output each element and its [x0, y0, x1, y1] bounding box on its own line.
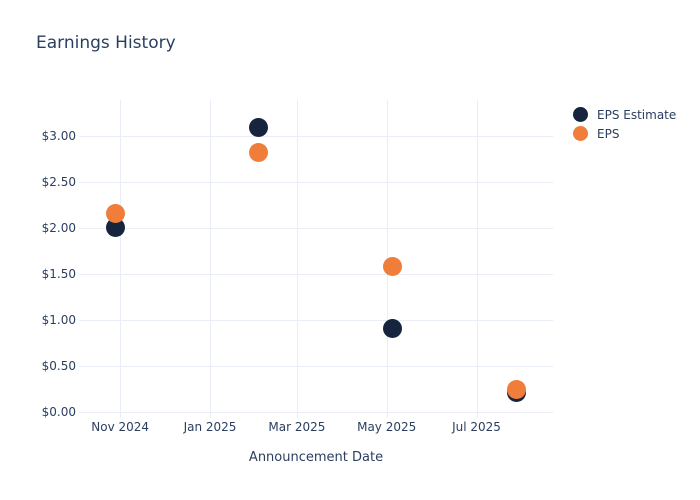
gridline-vertical	[296, 100, 298, 418]
legend: EPS Estimate EPS	[573, 105, 676, 143]
y-tick-label: $1.00	[41, 312, 76, 327]
x-tick-label: May 2025	[357, 420, 417, 434]
y-tick-label: $0.00	[41, 405, 76, 419]
y-tick-label: $1.50	[41, 266, 76, 281]
x-tick-label: Nov 2024	[91, 420, 150, 434]
gridline-horizontal	[79, 365, 553, 367]
legend-marker-icon	[573, 126, 588, 141]
y-tick-label: $2.00	[41, 220, 76, 235]
gridline-horizontal	[79, 135, 553, 137]
data-point-marker[interactable]	[106, 218, 126, 238]
y-tick-label: $0.50	[41, 358, 76, 373]
gridline-vertical	[120, 100, 122, 418]
data-point-marker[interactable]	[383, 256, 402, 276]
gridline-horizontal	[79, 319, 553, 321]
y-tick-label: $3.00	[41, 128, 76, 143]
data-point-marker[interactable]	[249, 117, 269, 137]
gridline-horizontal	[79, 181, 553, 183]
gridline-horizontal	[79, 227, 553, 229]
data-point-marker[interactable]	[383, 318, 402, 338]
gridline-vertical	[210, 100, 211, 418]
legend-item-eps[interactable]: EPS	[573, 124, 676, 143]
x-axis-title: Announcement Date	[248, 450, 384, 465]
legend-label: EPS Estimate	[597, 107, 677, 122]
gridline-horizontal	[79, 273, 553, 275]
y-tick-label: $2.50	[41, 174, 76, 189]
x-tick-label: Jan 2025	[183, 420, 237, 434]
plot-area[interactable]	[79, 100, 553, 418]
x-tick-label: Jul 2025	[452, 420, 501, 434]
legend-item-eps-estimate[interactable]: EPS Estimate	[573, 105, 676, 124]
legend-marker-icon	[573, 107, 588, 122]
gridline-horizontal	[79, 412, 553, 413]
data-point-marker[interactable]	[506, 379, 526, 399]
data-point-marker[interactable]	[249, 142, 269, 162]
data-point-marker[interactable]	[106, 204, 126, 224]
legend-label: EPS	[597, 126, 620, 141]
gridline-vertical	[476, 100, 478, 418]
chart-title: Earnings History	[36, 33, 176, 53]
x-tick-label: Mar 2025	[268, 420, 326, 434]
